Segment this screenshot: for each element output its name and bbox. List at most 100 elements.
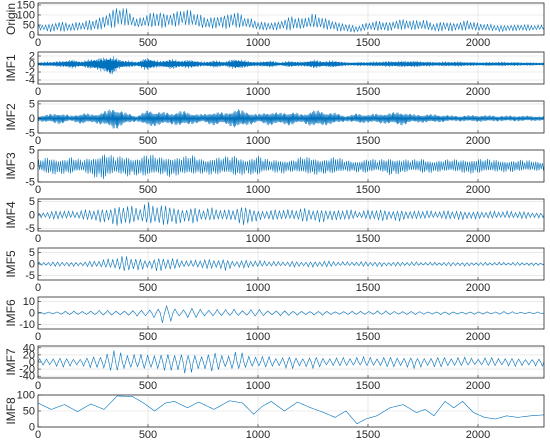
x-tick-label: 2000 — [466, 37, 490, 49]
x-tick-label: 1000 — [246, 37, 270, 49]
series-line-imf2 — [37, 109, 545, 129]
x-tick-label: 1000 — [246, 233, 270, 245]
y-tick-label: -5 — [25, 128, 35, 140]
x-tick-label: 500 — [139, 380, 157, 392]
series-line-imf6 — [37, 304, 545, 323]
y-tick-label: 50 — [23, 20, 35, 32]
x-tick-label: 0 — [35, 233, 41, 245]
y-tick-label: -10 — [19, 319, 35, 331]
x-tick-label: 1000 — [246, 331, 270, 343]
series-line-imf4 — [37, 202, 545, 226]
series-line-imf5 — [37, 256, 545, 272]
x-tick-label: 1000 — [246, 184, 270, 196]
x-tick-label: 1500 — [356, 282, 380, 294]
y-tick-label: 0 — [29, 357, 35, 369]
x-tick-label: 1000 — [246, 380, 270, 392]
x-tick-label: 0 — [35, 429, 41, 441]
y-tick-label: 0 — [29, 161, 35, 173]
axes-frame — [37, 100, 545, 134]
y-tick-label: 20 — [23, 349, 35, 361]
y-tick-label: 5 — [29, 196, 35, 208]
x-tick-label: 1500 — [356, 380, 380, 392]
y-axis-label: IMF7 — [4, 348, 18, 376]
x-tick-label: 0 — [35, 86, 41, 98]
y-tick-label: 150 — [17, 0, 35, 12]
x-tick-label: 2000 — [466, 429, 490, 441]
y-tick-label: 5 — [29, 247, 35, 259]
x-tick-label: 500 — [139, 331, 157, 343]
y-axis-label: IMF8 — [4, 397, 18, 425]
x-tick-label: 1000 — [246, 429, 270, 441]
y-tick-label: -4 — [25, 75, 35, 87]
x-tick-label: 500 — [139, 282, 157, 294]
x-tick-label: 1000 — [246, 135, 270, 147]
y-tick-label: 2 — [29, 51, 35, 63]
y-tick-label: 50 — [23, 406, 35, 418]
y-tick-label: 5 — [29, 145, 35, 157]
y-tick-label: 5 — [29, 98, 35, 110]
x-tick-label: 2000 — [466, 233, 490, 245]
x-tick-label: 0 — [35, 135, 41, 147]
y-tick-label: -20 — [19, 364, 35, 376]
panel-imf4: -50 5 0 500 1000 1500 2000 IMF4 — [4, 196, 545, 245]
y-tick-label: 100 — [17, 390, 35, 402]
x-tick-label: 500 — [139, 37, 157, 49]
y-axis-label: IMF2 — [4, 103, 18, 131]
x-tick-label: 1000 — [246, 282, 270, 294]
x-tick-label: 1500 — [356, 37, 380, 49]
y-tick-label: 0 — [29, 308, 35, 320]
series-line-imf8 — [37, 395, 545, 425]
y-axis-label: IMF5 — [4, 250, 18, 278]
x-tick-label: 2000 — [466, 380, 490, 392]
x-tick-label: 2000 — [466, 331, 490, 343]
y-tick-label: 0 — [29, 259, 35, 271]
y-axis-label: Origin — [4, 3, 18, 35]
x-tick-label: 1500 — [356, 331, 380, 343]
x-tick-label: 1500 — [356, 86, 380, 98]
x-tick-label: 1500 — [356, 233, 380, 245]
x-tick-label: 500 — [139, 429, 157, 441]
x-tick-label: 500 — [139, 86, 157, 98]
x-tick-label: 0 — [35, 184, 41, 196]
y-tick-label: -5 — [25, 270, 35, 282]
y-tick-label: -40 — [19, 371, 35, 383]
y-tick-label: 0 — [29, 422, 35, 434]
x-tick-label: 500 — [139, 135, 157, 147]
x-tick-label: 1000 — [246, 86, 270, 98]
y-tick-label: 10 — [23, 296, 35, 308]
y-axis-label: IMF4 — [4, 201, 18, 229]
x-tick-label: 2000 — [466, 135, 490, 147]
x-tick-label: 1500 — [356, 429, 380, 441]
x-tick-label: 2000 — [466, 86, 490, 98]
x-tick-label: 0 — [35, 282, 41, 294]
y-tick-label: 0 — [29, 210, 35, 222]
series-line-imf7 — [37, 350, 545, 374]
y-axis-label: IMF6 — [4, 299, 18, 327]
x-tick-label: 0 — [35, 37, 41, 49]
x-tick-label: 2000 — [466, 282, 490, 294]
y-tick-label: 0 — [29, 113, 35, 125]
y-tick-label: 100 — [17, 10, 35, 22]
y-axis-label: IMF3 — [4, 152, 18, 180]
x-tick-label: 0 — [35, 380, 41, 392]
y-tick-label: 0 — [29, 59, 35, 71]
y-tick-label: -2 — [25, 67, 35, 79]
x-tick-label: 500 — [139, 184, 157, 196]
axes-frame — [37, 51, 545, 85]
series-line-origin — [37, 8, 545, 33]
y-tick-label: 40 — [23, 342, 35, 354]
series-line-imf3 — [37, 154, 545, 180]
y-axis-label: IMF1 — [4, 54, 18, 82]
y-tick-label: 0 — [29, 30, 35, 42]
y-tick-label: -5 — [25, 223, 35, 235]
x-tick-label: 0 — [35, 331, 41, 343]
axes-frame — [37, 2, 545, 36]
x-tick-label: 2000 — [466, 184, 490, 196]
